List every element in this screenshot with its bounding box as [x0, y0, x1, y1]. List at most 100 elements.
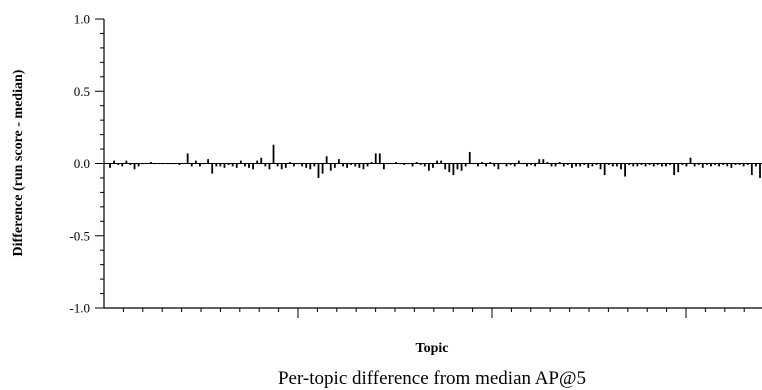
- chart-caption: Per-topic difference from median AP@5: [278, 368, 586, 389]
- bar: [256, 160, 259, 164]
- bar: [497, 163, 500, 170]
- bar: [264, 163, 267, 167]
- bar: [244, 163, 246, 167]
- bar: [517, 160, 520, 164]
- bar: [472, 163, 475, 165]
- bar: [652, 163, 655, 167]
- y-tick-label: 0.0: [74, 156, 90, 171]
- bar: [530, 163, 532, 165]
- bar: [309, 163, 312, 170]
- bar: [603, 163, 606, 176]
- bar: [297, 163, 299, 165]
- bar: [170, 163, 173, 165]
- bar: [374, 153, 377, 164]
- bar: [215, 163, 218, 167]
- bar: [419, 163, 422, 165]
- bar: [350, 163, 353, 165]
- bar: [333, 163, 336, 168]
- bar: [759, 163, 761, 178]
- bar: [440, 160, 443, 164]
- bar: [640, 163, 643, 165]
- bar: [444, 163, 447, 170]
- bar: [669, 163, 671, 165]
- bar: [427, 163, 430, 171]
- bar: [378, 153, 381, 164]
- bar: [194, 160, 197, 164]
- bar: [338, 159, 340, 164]
- y-tick-label: -1.0: [69, 301, 90, 316]
- bar: [489, 162, 492, 164]
- bar: [423, 163, 426, 167]
- bar: [620, 163, 622, 170]
- bar: [162, 163, 165, 165]
- bar: [755, 163, 757, 167]
- bar: [346, 163, 349, 168]
- bar: [750, 163, 753, 176]
- bar: [178, 163, 181, 165]
- bar: [526, 163, 528, 167]
- bar: [738, 163, 741, 165]
- bar: [317, 163, 320, 178]
- bar: [121, 163, 124, 167]
- bar: [726, 163, 729, 167]
- bar: [113, 160, 115, 164]
- bar: [239, 160, 242, 164]
- bar: [252, 163, 254, 170]
- bar: [166, 163, 169, 165]
- bar: [391, 163, 393, 165]
- bar: [387, 163, 389, 165]
- bar: [644, 163, 647, 167]
- bar: [305, 163, 308, 168]
- bar: [464, 163, 467, 167]
- bar: [660, 163, 663, 167]
- bar: [272, 144, 275, 164]
- bar: [448, 163, 451, 173]
- bar: [125, 160, 128, 164]
- bar: [534, 163, 537, 167]
- bar: [231, 163, 234, 167]
- bar: [362, 163, 365, 170]
- bar: [509, 163, 512, 165]
- bar: [677, 163, 680, 173]
- bar: [505, 163, 508, 167]
- x-axis-title: Topic: [416, 341, 449, 356]
- bar: [571, 163, 573, 168]
- bar: [632, 163, 635, 167]
- bar: [383, 163, 385, 170]
- bar: [575, 163, 577, 167]
- bar: [403, 163, 406, 165]
- bar: [436, 160, 438, 164]
- bar: [260, 157, 263, 164]
- bar: [276, 163, 279, 167]
- y-tick-label: -0.5: [69, 228, 90, 243]
- bar: [718, 163, 721, 167]
- bar: [513, 163, 516, 167]
- bar: [211, 163, 214, 174]
- bar: [284, 163, 287, 168]
- bar: [685, 163, 688, 167]
- bar: [190, 163, 193, 167]
- bar: [109, 163, 111, 168]
- bar: [370, 162, 373, 164]
- bar: [501, 163, 504, 165]
- bar: [354, 163, 357, 167]
- y-axis: 1.0 0.5 0.0 -0.5 -1.0: [69, 12, 105, 316]
- bar: [542, 159, 545, 164]
- bar: [554, 163, 557, 167]
- bar: [456, 163, 459, 170]
- bar: [595, 163, 598, 165]
- bar: [550, 163, 553, 167]
- bar: [665, 163, 667, 167]
- bar: [141, 163, 144, 165]
- bar: [460, 163, 463, 171]
- bar: [321, 163, 324, 174]
- bar: [485, 163, 487, 167]
- bar: [154, 163, 156, 165]
- bar: [117, 163, 120, 165]
- bar: [538, 159, 541, 164]
- bar: [235, 163, 238, 168]
- bar: [628, 163, 631, 165]
- bar: [366, 163, 369, 167]
- bar: [546, 162, 549, 164]
